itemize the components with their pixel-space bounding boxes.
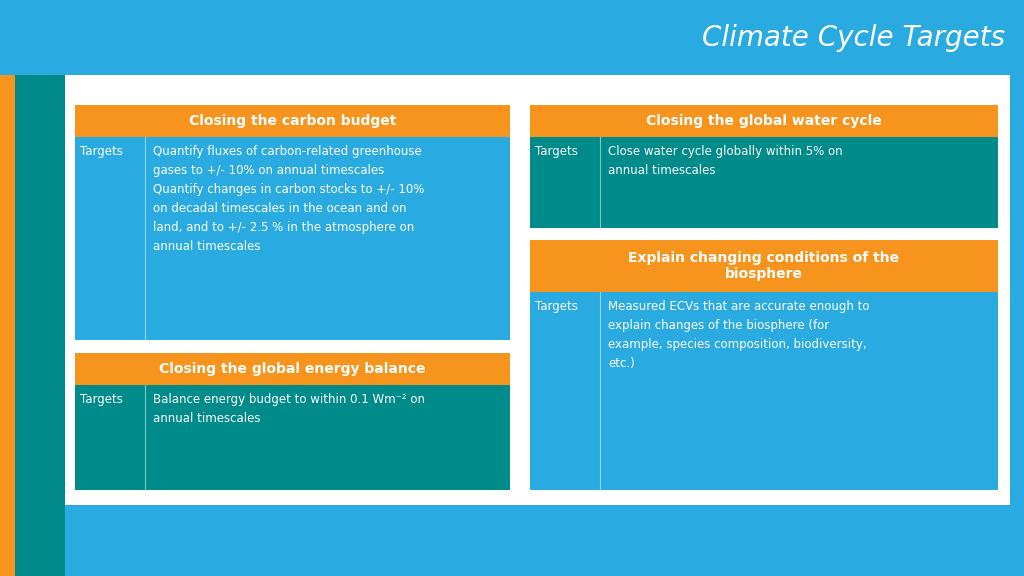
Bar: [530, 137, 998, 228]
Bar: [0, 0, 1024, 75]
Bar: [530, 240, 998, 292]
Bar: [0, 0, 15, 576]
Bar: [65, 75, 1010, 505]
Bar: [75, 385, 510, 490]
Text: Balance energy budget to within 0.1 Wm⁻² on
annual timescales: Balance energy budget to within 0.1 Wm⁻²…: [153, 393, 425, 425]
Text: Closing the global energy balance: Closing the global energy balance: [160, 362, 426, 376]
Bar: [75, 137, 510, 340]
Bar: [15, 0, 65, 576]
Text: Climate Cycle Targets: Climate Cycle Targets: [701, 24, 1005, 51]
Text: Targets: Targets: [80, 393, 123, 406]
Bar: [530, 292, 998, 490]
Text: Measured ECVs that are accurate enough to
explain changes of the biosphere (for
: Measured ECVs that are accurate enough t…: [608, 300, 869, 370]
Text: Targets: Targets: [535, 300, 578, 313]
Text: Quantify fluxes of carbon-related greenhouse
gases to +/- 10% on annual timescal: Quantify fluxes of carbon-related greenh…: [153, 145, 424, 253]
Text: Close water cycle globally within 5% on
annual timescales: Close water cycle globally within 5% on …: [608, 145, 843, 177]
Bar: [75, 105, 510, 137]
Bar: [75, 353, 510, 385]
Text: Closing the global water cycle: Closing the global water cycle: [646, 114, 882, 128]
Text: Targets: Targets: [80, 145, 123, 158]
Text: Closing the carbon budget: Closing the carbon budget: [188, 114, 396, 128]
Text: Explain changing conditions of the
biosphere: Explain changing conditions of the biosp…: [629, 251, 899, 281]
Text: Targets: Targets: [535, 145, 578, 158]
Bar: [530, 105, 998, 137]
